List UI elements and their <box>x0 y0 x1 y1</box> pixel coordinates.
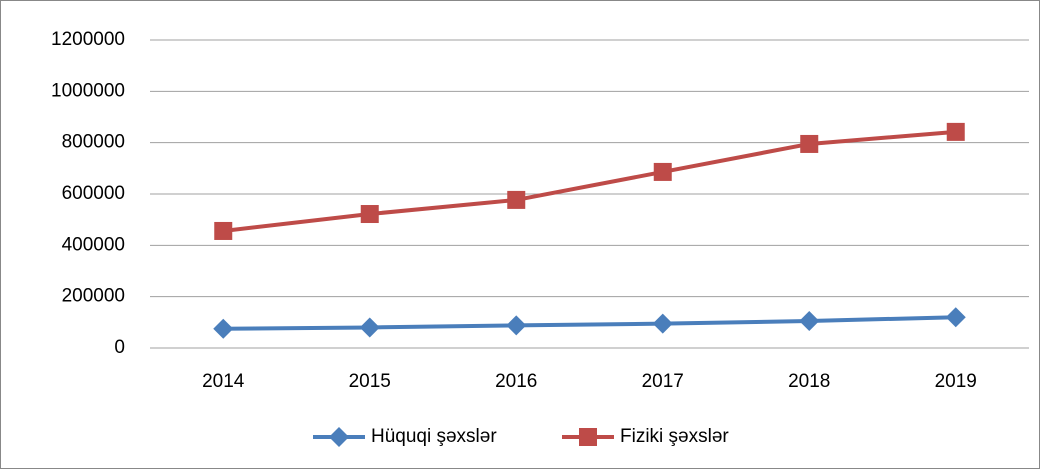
x-tick-label: 2016 <box>495 371 537 392</box>
y-tick-label: 1000000 <box>51 80 125 101</box>
y-tick-label: 800000 <box>62 132 125 153</box>
marker <box>799 311 820 332</box>
marker <box>329 427 349 447</box>
marker <box>213 318 234 339</box>
marker <box>506 315 527 336</box>
marker <box>507 190 526 209</box>
y-tick-label: 400000 <box>62 234 125 255</box>
x-tick-label: 2015 <box>349 371 391 392</box>
x-tick-label: 2014 <box>202 371 245 392</box>
marker <box>359 317 380 338</box>
y-tick-label: 0 <box>114 337 125 358</box>
y-tick-label: 200000 <box>62 286 125 307</box>
marker <box>800 134 819 153</box>
marker <box>652 313 673 334</box>
marker <box>360 205 379 224</box>
y-tick-label: 1200000 <box>51 29 125 50</box>
legend-label: Hüquqi şəxslər <box>371 426 497 447</box>
series-line <box>223 129 956 233</box>
x-tick-label: 2019 <box>935 371 977 392</box>
legend-label: Fiziki şəxslər <box>620 426 729 447</box>
marker <box>579 428 597 446</box>
series-line <box>223 315 956 331</box>
y-tick-label: 600000 <box>62 183 125 204</box>
marker <box>946 122 965 141</box>
x-tick-label: 2017 <box>642 371 684 392</box>
x-tick-label: 2018 <box>788 371 830 392</box>
marker <box>653 162 672 181</box>
marker <box>214 221 233 240</box>
marker <box>945 307 966 328</box>
